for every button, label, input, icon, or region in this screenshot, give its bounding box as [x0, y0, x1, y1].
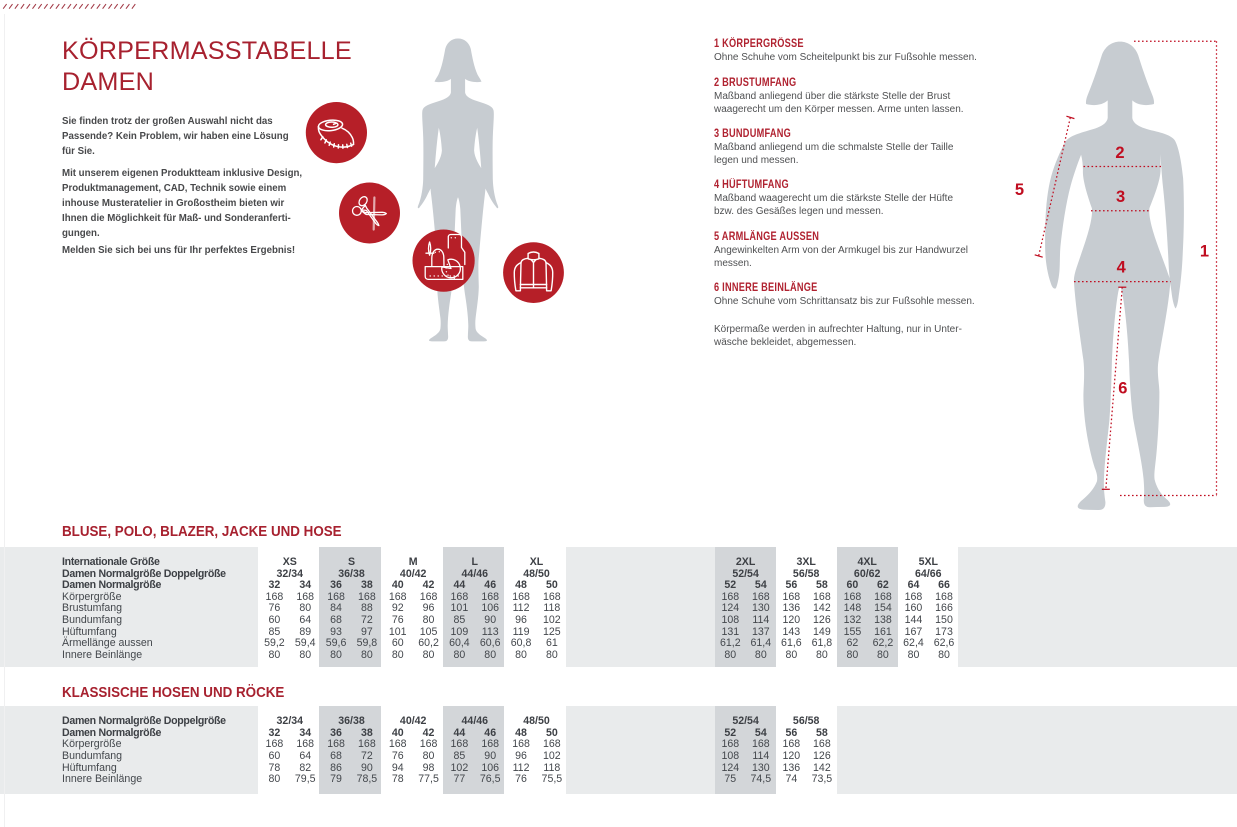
svg-text:3: 3	[1116, 188, 1125, 206]
svg-text:5: 5	[1015, 181, 1024, 199]
svg-text:4: 4	[1117, 259, 1127, 277]
svg-text:6: 6	[1118, 380, 1127, 398]
svg-text:2: 2	[1115, 144, 1124, 162]
svg-text:1: 1	[1200, 242, 1209, 260]
